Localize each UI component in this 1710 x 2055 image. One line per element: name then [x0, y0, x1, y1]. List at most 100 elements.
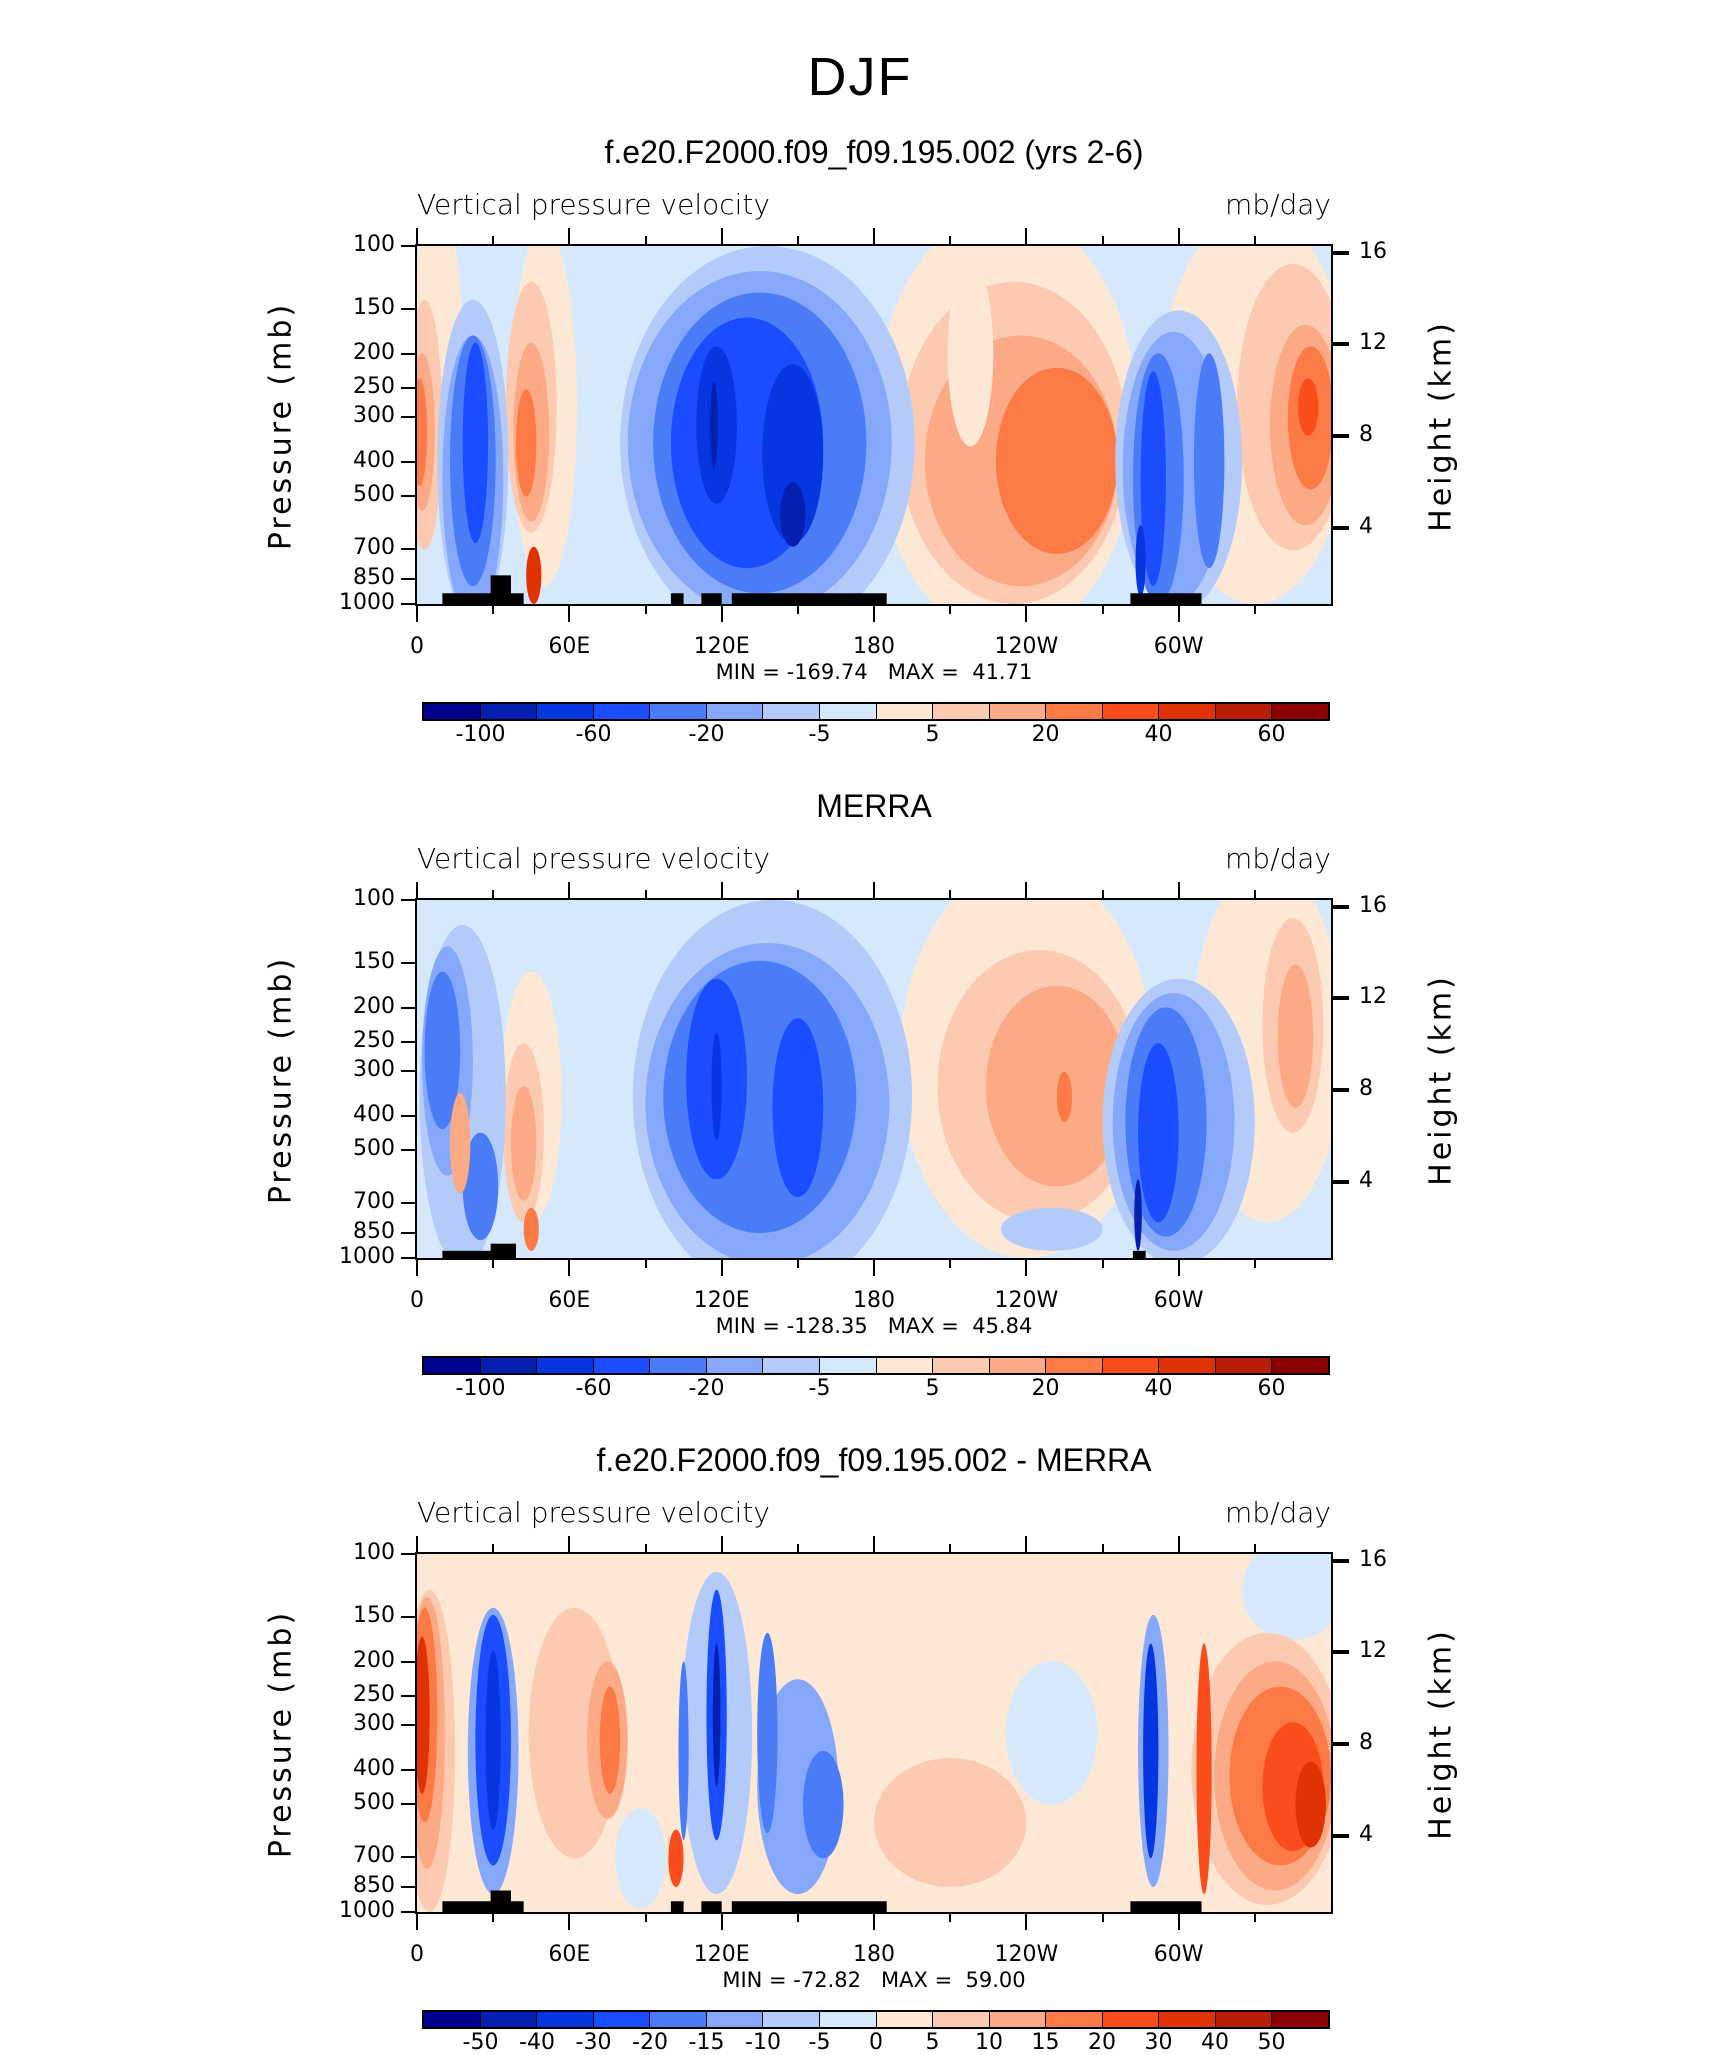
x-tick-bottom — [873, 604, 875, 622]
colorbar-swatch — [1102, 2012, 1160, 2027]
colorbar-swatch — [1102, 1358, 1160, 1373]
height-tick-label: 8 — [1359, 1730, 1373, 1756]
colorbar — [422, 1356, 1330, 1375]
height-tick — [1331, 1742, 1349, 1747]
x-tick-top — [796, 236, 799, 246]
height-tick — [1331, 1650, 1349, 1655]
x-tick-bottom — [416, 1258, 418, 1276]
colorbar-tick-label: 60 — [1257, 722, 1286, 747]
x-tick-top — [873, 882, 875, 900]
x-tick-top — [416, 882, 418, 900]
x-tick-top — [1253, 236, 1256, 246]
colorbar-swatch — [989, 1358, 1047, 1373]
colorbar-tick-label: 0 — [869, 2030, 883, 2055]
colorbar-swatch — [537, 1358, 594, 1373]
terrain-mask — [442, 575, 1202, 604]
height-tick — [1331, 342, 1349, 347]
panel-merra: MERRA Vertical pressure velocity mb/day — [0, 654, 1710, 1401]
x-tick-label: 120E — [693, 1288, 750, 1313]
y-tick-label: 100 — [353, 1540, 395, 1565]
x-tick-top — [568, 228, 571, 246]
y-tick — [401, 603, 417, 605]
x-tick-bottom — [796, 604, 799, 614]
min-value: MIN = -72.82 — [722, 1968, 861, 1992]
y-tick-label: 700 — [353, 1842, 395, 1868]
terrain-mask — [442, 1243, 1146, 1258]
colorbar-tick-label: -20 — [688, 722, 725, 747]
x-tick-bottom — [949, 1258, 952, 1268]
y-tick-label: 100 — [353, 886, 395, 911]
x-tick-top — [1177, 1536, 1180, 1554]
x-tick-label: 60E — [548, 634, 591, 659]
colorbar-swatch — [989, 704, 1047, 719]
colorbar-swatch — [593, 2012, 651, 2027]
colorbar-tick-label: 10 — [975, 2030, 1003, 2055]
x-tick-bottom — [1177, 604, 1180, 622]
y-tick-label: 250 — [353, 374, 395, 400]
colorbar-tick-label: 20 — [1031, 722, 1060, 747]
y-tick-label: 850 — [353, 564, 395, 590]
x-tick-label: 0 — [410, 634, 424, 659]
y-tick-label: 300 — [353, 402, 395, 428]
height-tick-label: 12 — [1359, 1638, 1387, 1664]
x-tick-bottom — [492, 1912, 495, 1922]
x-tick-label: 60E — [548, 1288, 591, 1313]
x-tick-top — [1025, 882, 1028, 900]
colorbar-swatch — [1272, 1358, 1328, 1373]
panel-title: MERRA — [816, 788, 932, 824]
terrain-mask — [442, 1890, 1202, 1912]
colorbar-swatch — [1046, 1358, 1103, 1373]
plot-frame — [415, 244, 1333, 606]
x-tick-top — [644, 890, 647, 900]
y-tick — [401, 1041, 417, 1044]
height-tick — [1331, 996, 1349, 1001]
y-tick-label: 150 — [353, 295, 395, 321]
x-tick-top — [1101, 1544, 1104, 1554]
height-tick — [1331, 1088, 1349, 1093]
colorbar-tick-label: -5 — [808, 1376, 831, 1401]
y-tick — [401, 245, 417, 247]
x-tick-bottom — [492, 1258, 495, 1268]
colorbar-tick-label: 60 — [1257, 1376, 1286, 1401]
positive-contours — [417, 1589, 1331, 1912]
y-tick-label: 700 — [353, 1188, 395, 1214]
variable-label: Vertical pressure velocity — [417, 188, 770, 221]
height-tick-label: 16 — [1359, 238, 1387, 264]
x-tick-bottom — [568, 1912, 571, 1930]
panel-title: f.e20.F2000.f09_f09.195.002 - MERRA — [596, 1442, 1152, 1478]
y-tick — [401, 1660, 417, 1663]
colorbar-swatch — [424, 704, 481, 719]
x-tick-bottom — [416, 604, 418, 622]
x-tick-bottom — [949, 604, 952, 614]
x-tick-bottom — [720, 1258, 723, 1276]
height-tick-label: 8 — [1359, 1076, 1373, 1102]
x-tick-bottom — [492, 604, 495, 614]
y-tick-label: 1000 — [339, 1244, 395, 1269]
plot-area — [415, 898, 1333, 1260]
colorbar-tick-label: 40 — [1144, 722, 1173, 747]
colorbar-tick-label: 30 — [1144, 2030, 1173, 2055]
colorbar-tick-label: -20 — [632, 2030, 668, 2055]
y-axis-title: Pressure (mb) — [263, 1609, 299, 1859]
height-tick-label: 16 — [1359, 1546, 1387, 1572]
colorbar-swatch — [1272, 704, 1328, 719]
colorbar-swatch — [1159, 1358, 1216, 1373]
min-max-label: MIN = -128.35 MAX = 45.84 — [0, 1314, 1710, 1338]
colorbar-swatch — [1046, 704, 1103, 719]
contour-field — [417, 1554, 1331, 1912]
min-max-label: MIN = -169.74 MAX = 41.71 — [0, 660, 1710, 684]
y-axis-title-right: Height (km) — [1423, 320, 1459, 532]
main-title: DJF — [807, 47, 913, 107]
colorbar-swatch — [593, 704, 651, 719]
units-label: mb/day — [1225, 188, 1331, 221]
x-tick-bottom — [1177, 1258, 1180, 1276]
y-tick — [401, 1695, 417, 1698]
x-tick-top — [416, 228, 418, 246]
x-tick-bottom — [1025, 604, 1028, 622]
colorbar-swatch — [650, 1358, 707, 1373]
x-tick-label: 120E — [693, 634, 750, 659]
colorbar-tick-label: 40 — [1201, 2030, 1229, 2055]
panel-title: f.e20.F2000.f09_f09.195.002 (yrs 2-6) — [604, 134, 1144, 170]
x-tick-top — [1177, 882, 1180, 900]
y-tick-label: 150 — [353, 949, 395, 975]
